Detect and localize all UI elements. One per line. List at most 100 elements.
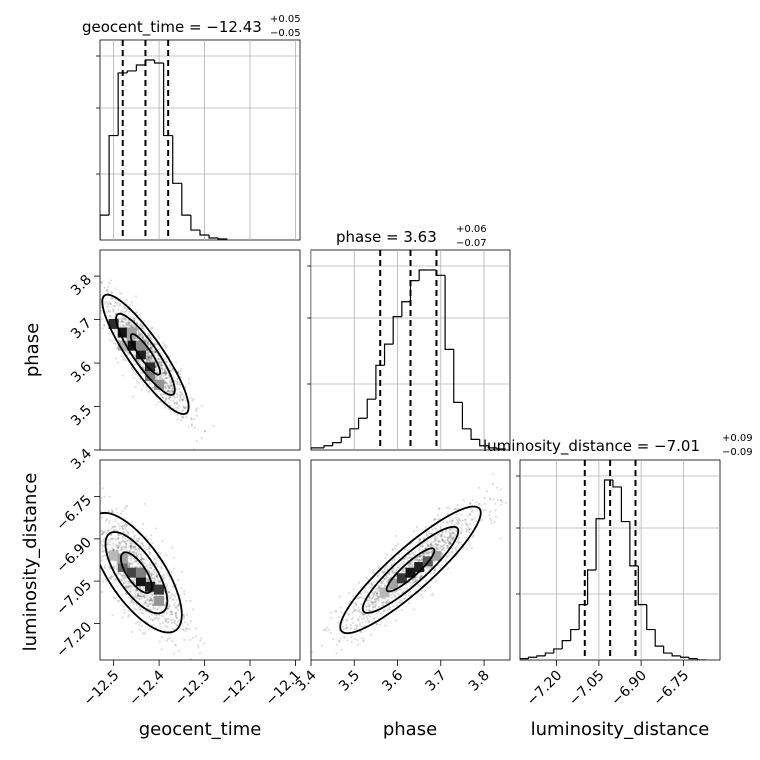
y-tick-label-luminosity_distance: −6.90 xyxy=(53,535,95,577)
sample-point xyxy=(152,577,156,580)
sample-point xyxy=(195,414,199,417)
sample-point xyxy=(132,545,135,548)
sample-point xyxy=(127,585,130,588)
sample-point xyxy=(129,325,133,328)
sample-point xyxy=(157,358,160,361)
sample-point xyxy=(171,387,174,391)
sample-point xyxy=(381,570,385,573)
sample-point xyxy=(108,338,111,342)
sample-point xyxy=(166,618,169,621)
sample-point xyxy=(111,525,114,528)
sample-point xyxy=(158,613,161,616)
sample-point xyxy=(191,399,194,402)
sample-point xyxy=(458,518,461,521)
sample-point xyxy=(108,519,111,522)
sample-point xyxy=(120,318,123,321)
sample-point xyxy=(122,374,125,377)
sample-point xyxy=(141,336,145,339)
sample-point xyxy=(123,306,126,310)
sample-point xyxy=(116,533,120,536)
sample-point xyxy=(137,594,140,597)
sample-point xyxy=(139,335,143,338)
sample-point xyxy=(149,343,152,346)
sample-point xyxy=(446,513,449,516)
sample-point xyxy=(175,401,178,404)
sample-point xyxy=(130,630,133,634)
sample-point xyxy=(155,369,158,372)
sample-point xyxy=(169,610,172,614)
sample-point xyxy=(455,518,459,521)
sample-point xyxy=(126,582,130,585)
sample-point xyxy=(100,559,102,563)
sample-point xyxy=(127,565,131,568)
sample-point xyxy=(167,373,170,377)
sample-point xyxy=(457,538,460,541)
sample-point xyxy=(381,570,384,574)
sample-point xyxy=(437,543,440,546)
sample-point xyxy=(356,596,359,600)
sample-point xyxy=(125,545,128,548)
sample-point xyxy=(455,513,458,516)
sample-point xyxy=(381,580,384,583)
sample-point xyxy=(92,490,94,492)
sample-point xyxy=(483,497,486,500)
sample-point xyxy=(121,593,124,596)
sample-point xyxy=(148,599,152,602)
sample-point xyxy=(110,547,114,550)
sample-point xyxy=(185,613,188,617)
sample-point xyxy=(440,533,443,537)
sample-point xyxy=(79,521,81,523)
sample-point xyxy=(141,324,144,327)
sample-point xyxy=(145,596,148,599)
sample-point xyxy=(160,377,163,380)
sample-point xyxy=(112,565,115,569)
sample-point xyxy=(183,407,187,411)
sample-point xyxy=(426,544,429,548)
sample-point xyxy=(155,377,158,380)
sample-point xyxy=(141,594,144,597)
sample-point xyxy=(447,554,451,557)
sample-point xyxy=(384,584,387,587)
sample-point xyxy=(210,662,212,664)
sample-point xyxy=(150,338,153,341)
sample-point xyxy=(431,528,434,531)
sample-point xyxy=(167,401,170,404)
sample-point xyxy=(196,644,200,647)
sample-point xyxy=(111,291,114,295)
sample-point xyxy=(127,532,130,535)
sample-point xyxy=(128,549,131,553)
sample-point xyxy=(181,398,184,402)
sample-point xyxy=(460,513,463,516)
sample-point xyxy=(108,567,111,570)
sample-point xyxy=(362,613,365,616)
sample-point xyxy=(185,406,188,409)
contour-level-2 xyxy=(104,531,169,615)
sample-point xyxy=(127,562,130,565)
sample-point xyxy=(452,537,455,540)
sample-point xyxy=(100,521,101,523)
sample-point xyxy=(172,395,175,398)
hist-bin xyxy=(199,230,210,236)
sample-point xyxy=(394,591,397,594)
sample-point xyxy=(116,573,120,576)
sample-point xyxy=(434,546,438,549)
sample-point xyxy=(367,614,370,617)
sample-point xyxy=(169,395,172,399)
sample-point xyxy=(135,539,138,542)
sample-point xyxy=(390,554,393,557)
sample-point xyxy=(442,539,445,542)
hist-bin xyxy=(332,441,342,446)
sample-point xyxy=(130,548,133,551)
sample-point xyxy=(164,381,167,384)
sample-point xyxy=(165,554,168,557)
sample-point xyxy=(155,616,159,620)
sample-point xyxy=(445,536,448,539)
sample-point xyxy=(167,590,170,594)
sample-point xyxy=(128,337,131,340)
sample-point xyxy=(180,570,183,573)
sample-point xyxy=(368,609,371,612)
sample-point xyxy=(164,372,167,375)
sample-point xyxy=(138,623,141,627)
y-tick-label-phase: 3.7 xyxy=(68,315,95,342)
sample-point xyxy=(127,322,130,325)
